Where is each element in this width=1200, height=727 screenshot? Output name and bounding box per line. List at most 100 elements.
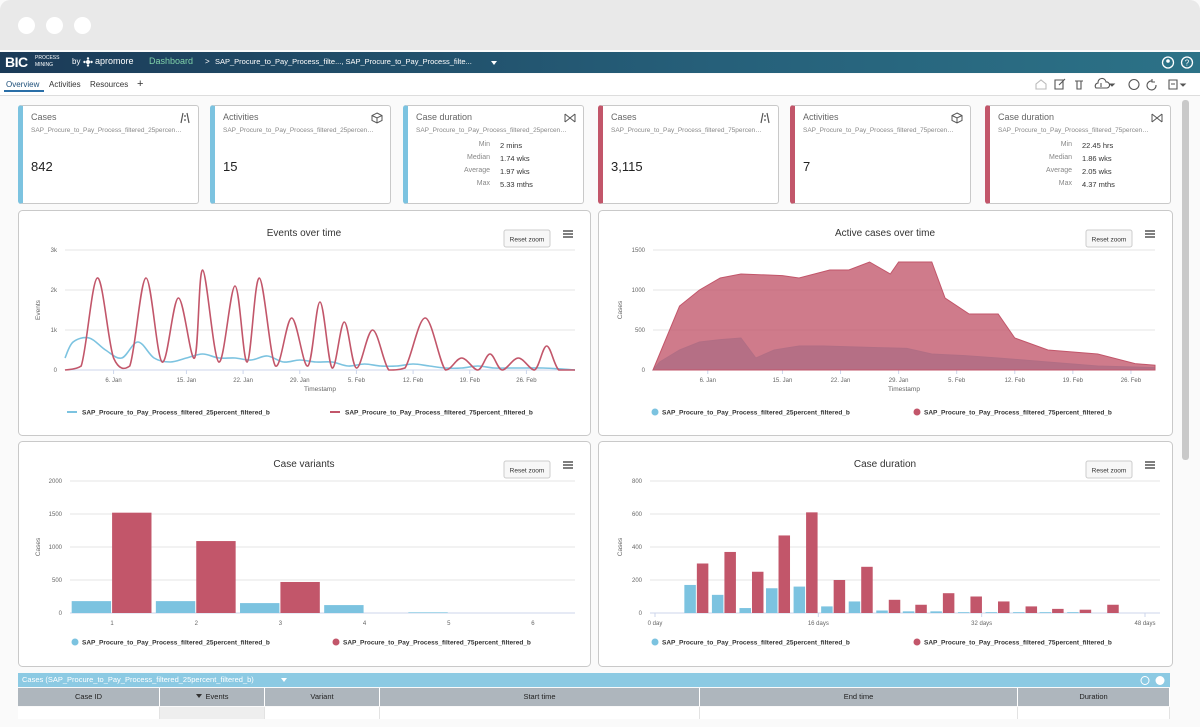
window-button[interactable]: [74, 17, 91, 34]
reset-zoom-button[interactable]: [1085, 460, 1133, 479]
kpi-card[interactable]: Case duration SAP_Procure_to_Pay_Process…: [985, 105, 1171, 204]
y-tick-label: 600: [632, 512, 643, 518]
y-tick-label: 1000: [49, 545, 63, 551]
chart-menu[interactable]: [1145, 461, 1155, 469]
bar: [711, 594, 724, 613]
legend-label[interactable]: SAP_Procure_to_Pay_Process_filtered_75pe…: [343, 640, 531, 647]
table-title[interactable]: Cases (SAP_Procure_to_Pay_Process_filter…: [18, 673, 1170, 687]
bar: [1079, 609, 1092, 613]
column-header[interactable]: Events: [160, 688, 265, 706]
stat-label: Median: [1049, 154, 1072, 161]
chart-menu[interactable]: [563, 230, 573, 238]
tab-underline: [4, 90, 44, 92]
y-axis-title: Cases: [35, 537, 42, 556]
bar: [985, 612, 997, 613]
series-line: [64, 336, 576, 371]
bar: [861, 566, 873, 613]
add-tab[interactable]: +: [137, 78, 144, 90]
card-icon: [180, 112, 190, 124]
stat-value: 1.74 wks: [500, 154, 530, 163]
bar: [696, 563, 709, 613]
reset-zoom-button[interactable]: [503, 460, 551, 479]
legend-label[interactable]: SAP_Procure_to_Pay_Process_filtered_25pe…: [662, 640, 850, 647]
kpi-card[interactable]: Cases SAP_Procure_to_Pay_Process_filtere…: [598, 105, 779, 204]
card-value: 842: [31, 159, 53, 174]
logo-by: by: [72, 57, 81, 66]
x-tick-label: 19. Feb: [1063, 378, 1084, 384]
bar: [970, 596, 982, 613]
logo[interactable]: BIC: [5, 54, 28, 70]
x-axis-title: Timestamp: [304, 386, 336, 393]
bar: [112, 512, 152, 613]
tab[interactable]: Overview: [6, 80, 40, 89]
legend-label[interactable]: SAP_Procure_to_Pay_Process_filtered_25pe…: [82, 410, 270, 417]
toolbar[interactable]: [1030, 77, 1195, 92]
legend-label[interactable]: SAP_Procure_to_Pay_Process_filtered_25pe…: [82, 640, 270, 647]
window-titlebar: [0, 0, 1200, 50]
column-header[interactable]: Start time: [380, 688, 700, 706]
bar: [915, 604, 927, 613]
y-tick-label: 1000: [632, 288, 646, 294]
y-tick-label: 200: [632, 578, 643, 584]
x-tick-label: 5. Feb: [348, 378, 366, 384]
kpi-card[interactable]: Case duration SAP_Procure_to_Pay_Process…: [403, 105, 584, 204]
bar: [196, 541, 236, 613]
y-tick-label: 400: [632, 545, 643, 551]
x-tick-label: 12. Feb: [403, 378, 424, 384]
stat-value: 4.37 mths: [1082, 180, 1115, 189]
reset-zoom-button[interactable]: [1085, 229, 1133, 248]
column-header[interactable]: Case ID: [18, 688, 160, 706]
legend-label[interactable]: SAP_Procure_to_Pay_Process_filtered_75pe…: [924, 640, 1112, 647]
window-button[interactable]: [46, 17, 63, 34]
table-cell: [1018, 707, 1170, 719]
y-tick-label: 1500: [49, 512, 63, 518]
chart-title: Case variants: [273, 459, 334, 470]
chart-title: Case duration: [854, 459, 916, 470]
legend-marker: [913, 638, 921, 646]
chart-title: Active cases over time: [835, 228, 935, 239]
chart-menu[interactable]: [563, 461, 573, 469]
card-icon: [371, 112, 383, 124]
scrollbar[interactable]: [1182, 100, 1189, 460]
legend-label[interactable]: SAP_Procure_to_Pay_Process_filtered_75pe…: [924, 410, 1112, 417]
bar: [280, 581, 320, 613]
window-button[interactable]: [18, 17, 35, 34]
stat-value: 2 mins: [500, 141, 523, 150]
nav-dashboard[interactable]: Dashboard: [149, 56, 194, 66]
tab[interactable]: Activities: [49, 80, 81, 89]
dropdown-arrow[interactable]: [490, 60, 498, 66]
bar: [998, 601, 1010, 613]
breadcrumb[interactable]: SAP_Procure_to_Pay_Process_filte..., SAP…: [215, 57, 472, 66]
y-tick-label: 800: [632, 479, 643, 485]
column-header[interactable]: Variant: [265, 688, 380, 706]
bar: [930, 611, 942, 613]
chart-menu[interactable]: [1145, 230, 1155, 238]
bar: [751, 571, 764, 613]
x-tick-label: 2: [195, 621, 199, 627]
card-title: Activities: [803, 112, 839, 122]
x-tick-label: 26. Feb: [1121, 378, 1142, 384]
y-tick-label: 2000: [49, 479, 63, 485]
kpi-card[interactable]: Activities SAP_Procure_to_Pay_Process_fi…: [210, 105, 391, 204]
table-icons[interactable]: [1140, 675, 1168, 686]
table-cell: [160, 707, 265, 719]
header-icons[interactable]: ?: [1160, 55, 1196, 70]
brand-icon: [83, 57, 93, 67]
cases-table: Cases (SAP_Procure_to_Pay_Process_filter…: [18, 673, 1170, 719]
column-header[interactable]: Duration: [1018, 688, 1170, 706]
stat-value: 1.97 wks: [500, 167, 530, 176]
tab[interactable]: Resources: [90, 80, 129, 89]
dropdown-arrow[interactable]: [280, 677, 288, 683]
legend-label[interactable]: SAP_Procure_to_Pay_Process_filtered_25pe…: [662, 410, 850, 417]
kpi-card[interactable]: Cases SAP_Procure_to_Pay_Process_filtere…: [18, 105, 199, 204]
bar: [888, 599, 901, 613]
reset-zoom-button[interactable]: [503, 229, 551, 248]
legend-label[interactable]: SAP_Procure_to_Pay_Process_filtered_75pe…: [345, 410, 533, 417]
x-tick-label: 16 days: [808, 621, 829, 627]
series-area: [652, 261, 1156, 371]
x-tick-label: 15. Jan: [177, 378, 197, 384]
kpi-card[interactable]: Activities SAP_Procure_to_Pay_Process_fi…: [790, 105, 971, 204]
column-header[interactable]: End time: [700, 688, 1018, 706]
table-cell: [18, 707, 160, 719]
bar: [806, 512, 818, 613]
